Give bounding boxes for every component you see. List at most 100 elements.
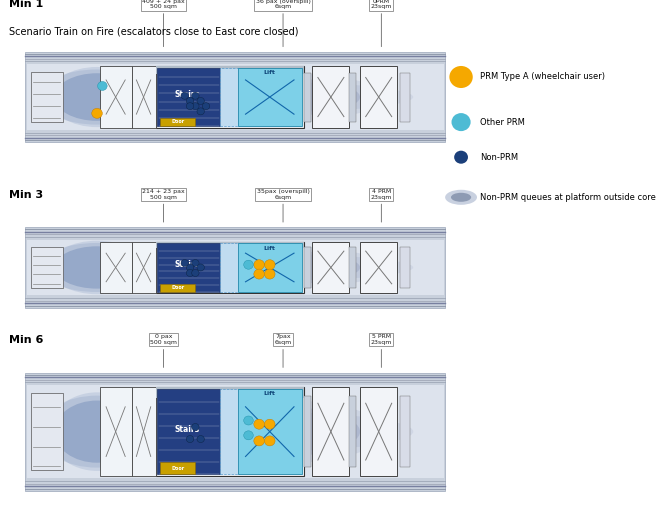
Bar (360, 66, 397, 128)
Circle shape (264, 269, 275, 279)
Circle shape (449, 66, 473, 88)
Bar (157, 243, 220, 291)
Bar (156, 387, 304, 476)
Text: Min 3: Min 3 (9, 190, 43, 200)
Text: Stairs: Stairs (174, 425, 200, 434)
Ellipse shape (49, 241, 145, 294)
Text: Stairs: Stairs (174, 260, 200, 269)
Ellipse shape (148, 72, 387, 122)
Circle shape (254, 436, 264, 446)
Ellipse shape (55, 73, 140, 121)
Bar (159, 462, 196, 474)
Circle shape (254, 269, 264, 279)
Bar (360, 242, 397, 293)
Ellipse shape (148, 245, 387, 290)
Bar (25, 52, 445, 142)
Ellipse shape (174, 77, 360, 117)
Bar (312, 387, 349, 476)
Circle shape (264, 419, 275, 429)
Bar (100, 66, 132, 128)
Text: 409 + 24 pax
500 sqm: 409 + 24 pax 500 sqm (142, 0, 185, 47)
Ellipse shape (121, 254, 413, 281)
Circle shape (192, 269, 199, 277)
Circle shape (186, 435, 194, 443)
Text: Door: Door (171, 119, 184, 124)
Ellipse shape (166, 80, 209, 114)
Ellipse shape (124, 247, 177, 288)
Text: 0 pax
500 sqm: 0 pax 500 sqm (150, 334, 177, 367)
Circle shape (264, 260, 275, 270)
Circle shape (181, 92, 188, 99)
Text: 0PRM
23sqm: 0PRM 23sqm (370, 0, 392, 47)
Bar (27, 240, 444, 295)
Circle shape (197, 264, 204, 271)
Ellipse shape (121, 412, 413, 451)
Bar (157, 68, 220, 126)
Bar (25, 227, 445, 308)
Circle shape (192, 260, 199, 267)
Bar (156, 242, 304, 293)
Circle shape (192, 103, 199, 110)
Bar (156, 242, 304, 248)
Circle shape (244, 260, 253, 269)
Circle shape (92, 109, 102, 119)
Circle shape (244, 431, 253, 440)
Circle shape (454, 151, 468, 164)
Bar (400, 396, 409, 467)
Bar (304, 73, 310, 122)
Bar (132, 242, 156, 293)
Ellipse shape (124, 402, 177, 461)
Text: 36 pax (overspill)
6sqm: 36 pax (overspill) 6sqm (256, 0, 310, 47)
Text: Min 1: Min 1 (9, 0, 43, 9)
Bar (156, 66, 304, 74)
Circle shape (192, 424, 199, 431)
Bar (220, 68, 239, 126)
Text: Other PRM: Other PRM (480, 118, 525, 126)
Text: 5 PRM
23sqm: 5 PRM 23sqm (370, 334, 392, 367)
Circle shape (197, 108, 204, 115)
Bar (304, 247, 310, 288)
Bar (238, 389, 302, 474)
Text: PRM Type A (wheelchair user): PRM Type A (wheelchair user) (480, 73, 605, 82)
Text: 7pax
6sqm: 7pax 6sqm (274, 334, 292, 367)
Text: Door: Door (171, 466, 184, 471)
Text: 4 PRM
23sqm: 4 PRM 23sqm (370, 189, 392, 222)
Text: 214 + 23 pax
500 sqm: 214 + 23 pax 500 sqm (142, 189, 185, 222)
Text: Lift: Lift (264, 71, 275, 75)
Ellipse shape (445, 190, 477, 205)
Bar (400, 73, 409, 122)
Bar (132, 387, 156, 476)
Circle shape (202, 103, 210, 110)
Ellipse shape (39, 396, 156, 467)
Bar (349, 73, 356, 122)
Ellipse shape (55, 401, 140, 463)
Bar (30, 72, 63, 122)
Text: Lift: Lift (264, 246, 275, 251)
Circle shape (197, 97, 204, 104)
Bar (100, 387, 132, 476)
Ellipse shape (39, 243, 156, 292)
Bar (25, 373, 445, 491)
Bar (27, 64, 444, 130)
Bar (157, 389, 220, 474)
Bar (349, 247, 356, 288)
Bar (100, 242, 132, 293)
Bar (156, 66, 304, 128)
Bar (220, 389, 239, 474)
Circle shape (264, 436, 275, 446)
Circle shape (244, 416, 253, 425)
Circle shape (98, 82, 107, 91)
Text: Door: Door (171, 286, 184, 290)
Bar (30, 247, 63, 288)
Ellipse shape (55, 246, 140, 289)
Text: 35pax (overspill)
6sqm: 35pax (overspill) 6sqm (256, 189, 310, 222)
Circle shape (197, 435, 204, 443)
Ellipse shape (166, 252, 209, 283)
Bar (360, 387, 397, 476)
Bar (156, 387, 304, 398)
Circle shape (192, 92, 199, 99)
Text: Lift: Lift (264, 391, 275, 396)
Circle shape (254, 419, 264, 429)
Circle shape (181, 260, 188, 267)
Circle shape (186, 97, 194, 104)
